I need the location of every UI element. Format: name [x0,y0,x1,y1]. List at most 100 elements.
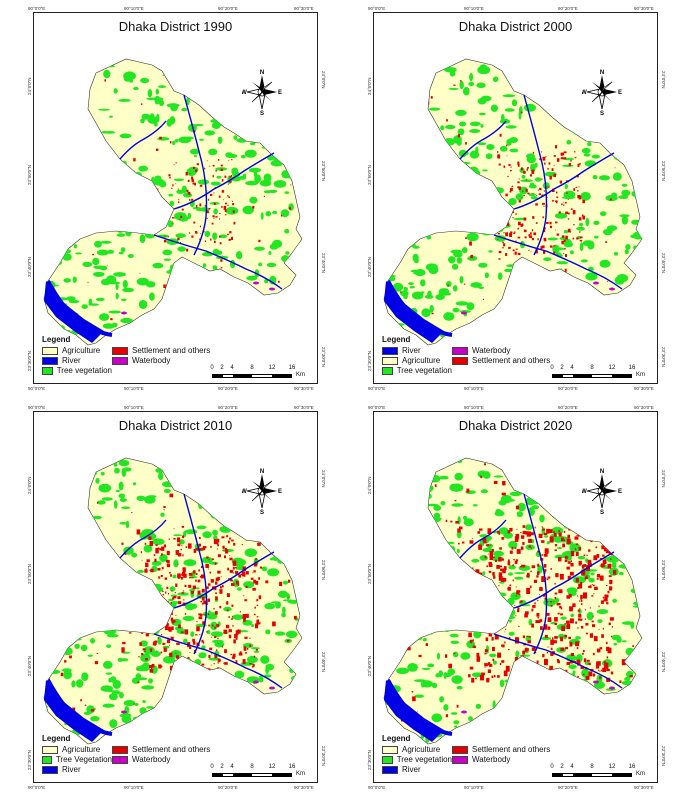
top-tick-label: 90°20'0"E [558,405,578,410]
left-tick-label: 23°30'0"N [367,749,372,770]
bottom-tick-label: 90°10'0"E [464,785,484,790]
legend-item: Waterbody [452,755,552,764]
river-line [173,152,275,210]
legend-swatch [42,346,58,355]
legend-item: Settlement and others [112,745,212,754]
top-tick-label: 90°20'0"E [218,6,238,11]
legend-item: Waterbody [452,346,552,355]
legend-item: Agriculture [42,745,112,754]
compass-s: S [260,510,264,514]
legend-swatch [112,346,128,355]
legend-item: Tree Vegetation [42,755,112,764]
bottom-tick-label: 90°30'0"E [294,785,314,790]
bottom-tick-label: 90°30'0"E [634,785,654,790]
legend-swatch [382,356,398,365]
compass-e: E [618,90,622,96]
scale-bar: 0 2 4 8 12 16 Km [210,764,308,784]
left-tick-label: 24°0'0"N [27,476,32,494]
legend-label: Agriculture [402,356,441,365]
legend-label: River [62,765,81,774]
legend-label: Settlement and others [472,745,551,754]
left-tick-label: 23°50'0"N [27,563,32,584]
waterbody-patch [461,311,467,315]
river-line [183,94,208,256]
right-tick-label: 23°30'0"N [321,347,326,368]
north-arrow-icon: N S W E [581,468,622,516]
legend-title: Legend [382,734,411,743]
compass-s: S [260,111,264,115]
waterbody-patch [121,710,127,714]
legend-swatch [42,765,58,774]
legend-swatch [112,755,128,764]
landcover-map [43,58,303,346]
scale-label: 12 [268,764,276,770]
legend-label: Waterbody [472,755,511,764]
legend-item: Settlement and others [112,346,212,355]
left-tick-label: 24°0'0"N [367,476,372,494]
compass-w: W [242,489,247,495]
right-tick-label: 23°50'0"N [321,560,326,581]
scale-label: 2 [560,764,564,770]
scale-label: 2 [220,764,224,770]
waterbody-patch [253,281,259,285]
river-line [493,234,623,290]
river-line [493,633,623,689]
right-tick-label: 23°40'0"N [661,652,666,673]
right-tick-label: 23°50'0"N [321,161,326,182]
top-tick-label: 90°30'0"E [294,6,314,11]
top-tick-label: 90°30'0"E [634,6,654,11]
map-title: Dhaka District 2020 [458,418,573,433]
river-line [459,519,507,559]
waterbody-patch [461,710,467,714]
top-tick-label: 90°30'0"E [294,405,314,410]
river-line [153,234,283,290]
legend-item: Tree vegetation [42,366,112,375]
left-tick-label: 24°0'0"N [367,77,372,95]
river-line [183,493,208,655]
legend-label: Agriculture [402,745,441,754]
bottom-tick-label: 90°10'0"E [124,785,144,790]
legend-swatch [382,755,393,764]
scale-label: 4 [570,365,574,371]
legend-swatch [42,755,52,764]
legend-swatch [452,356,468,365]
scale-label: 2 [220,365,224,371]
legend-title: Legend [382,335,411,344]
map-panel-2020: Dhaka District 2020 90°0'0"E 90°10'0"E 90°2… [367,405,666,790]
legend-label: Tree Vegetation [55,755,112,764]
legend-item: Agriculture [382,745,452,754]
right-tick-label: 23°50'0"N [661,560,666,581]
scale-label: 8 [590,764,594,770]
compass-w: W [582,90,587,96]
scale-label: 8 [250,764,254,770]
river-area [384,281,444,343]
scale-label: 12 [268,365,276,371]
compass-n: N [600,70,604,76]
river-line [153,633,283,689]
legend-swatch [452,755,468,764]
bottom-tick-label: 90°10'0"E [464,386,484,391]
scale-bar: 0 2 4 8 12 16 Km [550,365,648,385]
scale-label: 0 [210,764,214,770]
left-tick-label: 23°30'0"N [27,749,32,770]
compass-w: W [582,489,587,495]
landcover-map [383,457,643,745]
scale-label: 0 [550,365,554,371]
right-tick-label: 23°40'0"N [321,652,326,673]
legend-swatch [382,745,398,754]
scale-label: 12 [608,365,616,371]
top-tick-label: 90°0'0"E [368,6,386,11]
legend-item: River [42,356,112,365]
bottom-tick-label: 90°20'0"E [218,785,238,790]
legend-item: Waterbody [112,356,212,365]
legend-label: Settlement and others [132,745,211,754]
legend-item: Agriculture [42,346,112,355]
waterbody-patch [609,686,615,690]
bottom-tick-label: 90°20'0"E [558,785,578,790]
legend-swatch [452,346,468,355]
right-tick-label: 23°30'0"N [661,746,666,767]
legend-item: Settlement and others [452,745,552,754]
right-tick-label: 23°50'0"N [661,161,666,182]
legend-item: Settlement and others [452,356,552,365]
river-line [513,152,615,210]
